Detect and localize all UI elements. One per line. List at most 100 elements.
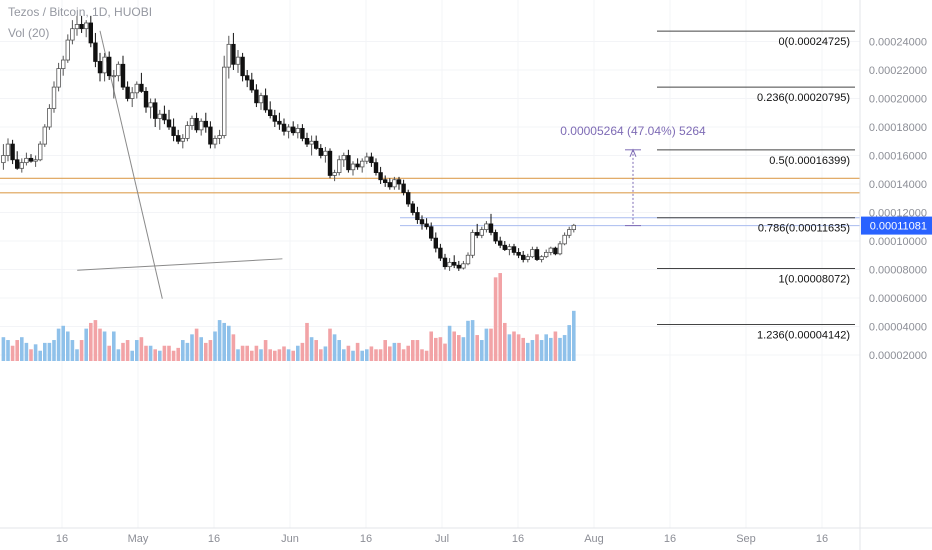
y-tick-label: 0.00012000 <box>869 208 927 220</box>
last-price-badge <box>861 216 932 235</box>
volume-bar <box>10 345 15 361</box>
x-tick-label: 16 <box>56 533 68 545</box>
volume-bar <box>268 349 272 361</box>
candle-body <box>525 256 530 260</box>
volume-bar <box>277 349 282 361</box>
candle-body <box>226 43 231 68</box>
candle-body <box>70 28 75 41</box>
y-tick-label: 0.00018000 <box>869 122 927 134</box>
volume-indicator-label: Vol (20) <box>8 26 50 40</box>
candle-body <box>382 179 388 183</box>
candle-body <box>479 229 484 236</box>
fib-level-label: 0.786(0.00011635) <box>758 223 850 235</box>
volume-bar <box>56 328 61 361</box>
candle-body <box>332 172 337 176</box>
candle-body <box>84 22 89 30</box>
volume-bar <box>286 349 291 361</box>
candlesticks <box>1 15 576 271</box>
y-tick-label: 0.00014000 <box>869 179 927 191</box>
candle-body <box>267 109 273 117</box>
volume-bar <box>282 346 286 361</box>
candle-body <box>120 63 126 88</box>
volume-bar <box>475 335 479 361</box>
volume-bar <box>139 337 144 361</box>
candle-body <box>5 143 11 156</box>
candle-body <box>359 160 365 168</box>
candle-body <box>194 118 199 131</box>
candle-body <box>97 61 103 74</box>
volume-bar <box>171 350 176 361</box>
volume-bar <box>29 349 33 361</box>
fibonacci-retracement: 0(0.00024725) 0.236(0.00020795) 0.5(0.0001… <box>657 30 855 341</box>
candle-body <box>14 159 20 169</box>
fib-level-label: 0(0.00024725) <box>778 36 850 48</box>
candle-body <box>290 126 296 134</box>
candle-body <box>107 56 112 77</box>
volume-bar <box>351 350 355 361</box>
candle-body <box>244 75 250 81</box>
y-tick-label: 0.00024000 <box>869 37 927 49</box>
candle-body <box>185 125 190 139</box>
candle-body <box>79 23 84 30</box>
volume-bar <box>240 345 245 361</box>
candle-body <box>373 162 379 174</box>
volume-bar <box>438 337 443 361</box>
volume-bar <box>236 349 240 361</box>
candle-body <box>521 254 526 260</box>
candle-body <box>281 123 287 132</box>
candle-body <box>502 244 507 250</box>
y-tick-label: 0.00016000 <box>869 151 927 163</box>
volume-bar <box>222 322 226 361</box>
grid <box>0 0 860 528</box>
candle-body <box>442 257 448 268</box>
volume-bar <box>369 346 374 361</box>
candle-body <box>102 56 107 74</box>
symbol-title: Tezos / Bitcoin, 1D, HUOBI <box>8 5 153 19</box>
volume-bar <box>549 337 553 361</box>
horizontal-levels <box>0 177 860 227</box>
candle-body <box>405 192 411 205</box>
candle-body <box>539 256 544 260</box>
candle-body <box>129 92 135 99</box>
volume-bar <box>360 350 364 361</box>
candle-body <box>304 137 310 145</box>
volume-bar <box>102 331 107 361</box>
volume-bar <box>291 350 295 361</box>
candle-body <box>28 157 34 162</box>
candle-body <box>571 224 576 230</box>
volume-bar <box>89 322 93 361</box>
y-tick-label: 0.00008000 <box>869 265 927 277</box>
volume-bar <box>98 328 102 361</box>
volume-bar <box>75 349 79 361</box>
volume-bar <box>480 340 484 361</box>
volume-bar <box>43 342 47 361</box>
volume-bar <box>254 345 259 361</box>
candle-body <box>447 261 452 268</box>
y-tick-label: 0.00002000 <box>869 350 927 362</box>
volume-bar <box>434 337 438 361</box>
volume-bar <box>93 320 98 361</box>
volume-bar <box>397 342 401 361</box>
volume-bar <box>305 322 309 361</box>
candle-body <box>410 203 415 213</box>
volume-bar <box>250 350 254 361</box>
candle-body <box>65 39 70 61</box>
candle-body <box>323 150 328 156</box>
candle-body <box>415 212 420 221</box>
measure-arrow <box>629 148 637 158</box>
candle-body <box>424 223 429 228</box>
volume-bar <box>130 350 134 361</box>
x-tick-label: May <box>128 533 149 545</box>
volume-bar <box>61 325 65 361</box>
candle-body <box>157 113 162 119</box>
volume-bar <box>176 347 180 361</box>
candle-body <box>116 63 121 77</box>
volume-bar <box>521 337 525 361</box>
volume-bar <box>530 340 535 361</box>
volume-bar <box>84 328 88 361</box>
volume-bar <box>24 342 29 361</box>
x-tick-label: 16 <box>664 533 676 545</box>
volume-bar <box>466 320 470 361</box>
candle-body <box>74 23 80 30</box>
